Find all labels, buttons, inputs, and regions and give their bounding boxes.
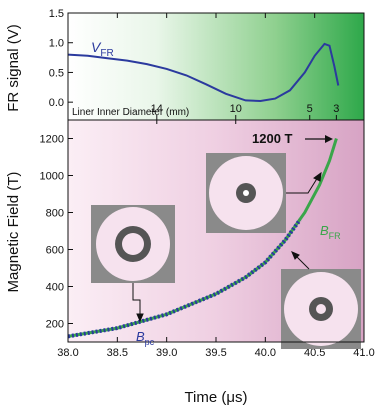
fr-series-label: VFR xyxy=(91,39,114,59)
fr-y-tick-label: 0.5 xyxy=(49,67,64,79)
peak-label: 1200 T xyxy=(252,131,293,146)
svg-text:VFR: VFR xyxy=(91,39,114,59)
bpc-subscript: pc xyxy=(145,337,155,347)
svg-text:BFR: BFR xyxy=(320,223,341,241)
liner-diameter-label: Liner Inner Diameter (mm) xyxy=(72,107,189,118)
x-tick-label: 38.5 xyxy=(107,347,128,359)
vfr-line xyxy=(67,42,340,103)
field-axis: 200 400 600 800 1000 1200 38.0 38.5 39.0 39.5 40.0… xyxy=(40,120,375,359)
field-y-axis-label: Magnetic Field (T) xyxy=(5,172,22,293)
fr-y-tick-label: 1.0 xyxy=(49,38,64,50)
field-y-tick-label: 600 xyxy=(46,245,64,257)
x-tick-label: 41.0 xyxy=(353,347,374,359)
fr-y-tick-label: 1.5 xyxy=(49,8,64,20)
field-y-tick-label: 800 xyxy=(46,208,64,220)
x-tick-label: 40.5 xyxy=(304,347,325,359)
x-axis-label: Time (μs) xyxy=(184,389,247,406)
vfr-subscript: FR xyxy=(100,48,113,59)
inset-liner-early xyxy=(91,205,175,283)
x-tick-label: 39.0 xyxy=(156,347,177,359)
fr-y-tick-label: 0.0 xyxy=(49,97,64,109)
data-series xyxy=(67,42,340,339)
x-tick-label: 40.0 xyxy=(255,347,276,359)
field-panel-frame xyxy=(67,119,365,343)
bpc-label: B xyxy=(136,329,145,344)
top-axis-label: Liner Inner Diameter (mm) xyxy=(72,107,189,118)
svg-text:Bpc: Bpc xyxy=(136,329,155,347)
fr-axis: 0.0 0.5 1.0 1.5 14 10 5 3 xyxy=(49,8,365,120)
inset-liner-peak xyxy=(206,153,286,233)
diameter-tick-label: 5 xyxy=(307,103,313,115)
field-y-tick-label: 200 xyxy=(46,319,64,331)
inset-liner-late xyxy=(281,269,361,349)
field-y-tick-label: 1200 xyxy=(40,134,64,146)
diameter-tick-label: 10 xyxy=(230,103,242,115)
field-y-tick-label: 400 xyxy=(46,282,64,294)
bfr-series-label: BFR xyxy=(320,223,341,241)
bfr-subscript: FR xyxy=(329,231,341,241)
inset-arrows xyxy=(132,171,322,323)
field-y-tick-label: 1000 xyxy=(40,171,64,183)
x-tick-label: 38.0 xyxy=(57,347,78,359)
peak-annotation: 1200 T xyxy=(252,131,333,146)
diameter-tick-label: 3 xyxy=(333,103,339,115)
bfr-label: B xyxy=(320,223,329,238)
diameter-tick-label: 14 xyxy=(151,103,163,115)
fr-y-axis-label: FR signal (V) xyxy=(5,24,22,112)
x-tick-label: 39.5 xyxy=(205,347,226,359)
vfr-label: V xyxy=(91,39,102,55)
bpc-series-label: Bpc xyxy=(136,329,155,347)
fr-panel-background xyxy=(68,13,364,120)
